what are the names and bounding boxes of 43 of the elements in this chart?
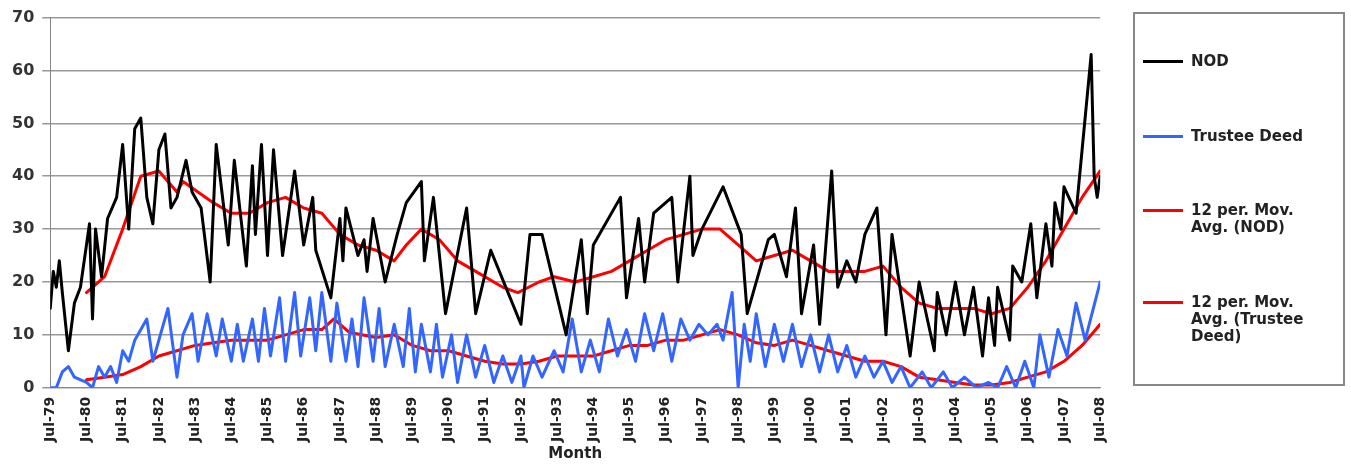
x-tick-label: Jul-79 [40, 396, 57, 444]
y-tick-label: 0 [23, 376, 35, 396]
x-tick-label: Jul-01 [837, 396, 854, 444]
legend-label: 12 per. Mov. Avg. (Trustee Deed) [1191, 293, 1305, 346]
x-tick-label: Jul-92 [511, 396, 528, 444]
x-tick-label: Jul-08 [1090, 396, 1107, 444]
y-tick-label: 20 [12, 271, 35, 291]
y-tick-label: 30 [12, 218, 35, 238]
x-tick-label: Jul-06 [1018, 396, 1035, 444]
y-tick-label: 70 [12, 6, 35, 26]
x-tick-label: Jul-83 [185, 396, 202, 444]
x-tick-label: Jul-91 [475, 396, 492, 444]
y-tick-label: 40 [12, 165, 35, 185]
x-tick-label: Jul-96 [656, 396, 673, 444]
legend-label: Trustee Deed [1191, 126, 1303, 145]
x-tick-label: Jul-05 [982, 396, 999, 444]
x-tick-label: Jul-00 [801, 396, 818, 444]
x-tick-label: Jul-86 [294, 396, 311, 444]
x-tick-label: Jul-07 [1054, 396, 1071, 444]
x-tick-label: Jul-84 [221, 396, 238, 444]
x-tick-label: Jul-95 [620, 396, 637, 444]
legend-label: NOD [1191, 51, 1229, 70]
x-tick-label: Jul-82 [149, 396, 166, 444]
x-tick-label: Jul-94 [583, 396, 600, 444]
x-tick-label: Jul-98 [728, 396, 745, 444]
y-tick-label: 60 [12, 59, 35, 79]
x-tick-label: Jul-04 [946, 396, 963, 444]
x-tick-label: Jul-97 [692, 396, 709, 444]
x-tick-label: Jul-88 [366, 396, 383, 444]
x-tick-label: Jul-02 [873, 396, 890, 444]
legend-label: 12 per. Mov. Avg. (NOD) [1191, 201, 1295, 237]
x-tick-label: Jul-99 [765, 396, 781, 444]
x-axis-title: Month [548, 443, 603, 462]
x-tick-label: Jul-90 [439, 396, 456, 444]
x-tick-label: Jul-85 [258, 396, 275, 444]
y-tick-label: 10 [12, 324, 35, 344]
x-tick-label: Jul-80 [77, 396, 94, 444]
x-tick-label: Jul-87 [330, 396, 347, 444]
y-tick-label: 50 [12, 112, 35, 132]
x-tick-label: Jul-81 [113, 396, 130, 444]
x-tick-label: Jul-93 [547, 396, 564, 444]
x-tick-label: Jul-03 [909, 396, 926, 444]
x-tick-label: Jul-89 [402, 396, 419, 444]
